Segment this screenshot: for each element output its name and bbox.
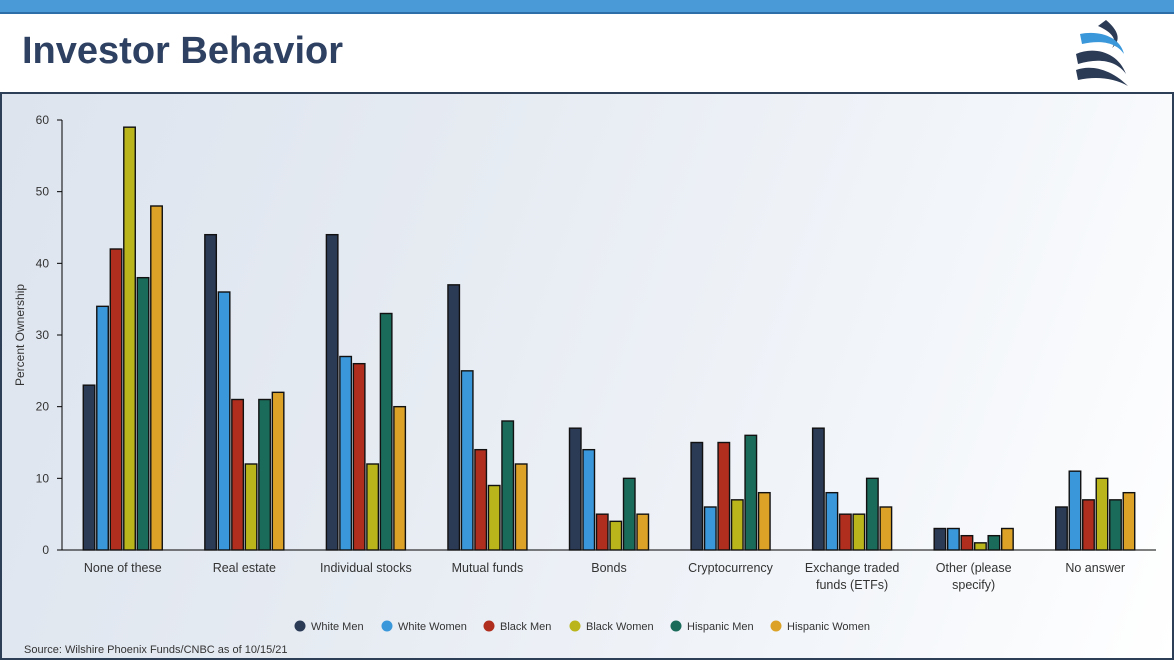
bar-black-women <box>973 542 987 551</box>
bar-black-men <box>352 362 366 551</box>
bar-black-women <box>244 463 258 551</box>
legend-label: Hispanic Women <box>787 621 870 633</box>
legend-swatch <box>670 620 682 632</box>
bar-black-women <box>730 499 744 551</box>
bar-black-men <box>231 398 245 551</box>
bar-hispanic-women <box>1000 527 1014 551</box>
legend-label: White Women <box>398 621 467 633</box>
y-axis-title: Percent Ownership <box>13 284 27 386</box>
source-note: Source: Wilshire Phoenix Funds/CNBC as o… <box>24 644 288 656</box>
legend-label: Hispanic Men <box>687 621 754 633</box>
legend-swatch <box>770 620 782 632</box>
top-accent-stripe <box>0 0 1174 14</box>
bar-black-men <box>474 448 488 551</box>
bar-black-women <box>609 520 623 551</box>
y-tick-label: 60 <box>36 113 50 127</box>
y-tick-label: 10 <box>36 471 50 485</box>
bar-hispanic-women <box>150 205 163 551</box>
bar-white-men <box>82 384 96 551</box>
x-tick-label: Mutual funds <box>452 561 524 575</box>
bar-black-men <box>1082 499 1095 551</box>
x-tick-label: No answer <box>1065 561 1125 575</box>
bar-hispanic-men <box>622 477 636 551</box>
bar-hispanic-men <box>987 534 1001 551</box>
bar-hispanic-men <box>865 477 879 551</box>
y-tick-label: 40 <box>36 256 50 270</box>
bar-white-men <box>933 527 947 551</box>
page-title: Investor Behavior <box>22 30 343 72</box>
company-logo <box>1076 20 1128 86</box>
bar-hispanic-men <box>136 276 150 551</box>
bar-black-women <box>366 463 380 551</box>
bar-black-women <box>1095 477 1109 551</box>
bar-hispanic-women <box>393 405 407 551</box>
bar-hispanic-women <box>1122 491 1136 551</box>
bar-hispanic-men <box>379 312 393 551</box>
legend-label: Black Women <box>586 621 654 633</box>
bar-hispanic-women <box>636 513 650 551</box>
x-tick-label: Real estate <box>213 561 276 575</box>
bar-black-men <box>109 248 123 551</box>
bar-black-men <box>595 513 609 551</box>
bar-hispanic-women <box>514 463 528 551</box>
x-tick-label: Cryptocurrency <box>688 561 773 575</box>
legend-swatch <box>483 620 495 632</box>
y-tick-label: 20 <box>36 400 50 414</box>
x-tick-label: Bonds <box>591 561 626 575</box>
bar-hispanic-women <box>879 506 893 551</box>
bar-black-women <box>123 126 136 551</box>
bar-black-men <box>717 441 731 551</box>
bar-white-men <box>204 233 218 551</box>
bar-hispanic-men <box>744 434 758 551</box>
bar-white-women <box>582 448 596 551</box>
bar-white-women <box>339 355 353 551</box>
x-tick-label: None of these <box>84 561 162 575</box>
y-tick-label: 50 <box>36 185 50 199</box>
x-tick-label: funds (ETFs) <box>816 578 888 592</box>
legend-swatch <box>381 620 393 632</box>
chart-panel: 0 10 20 30 40 50 60 Percent Ownership None of th… <box>0 94 1174 660</box>
x-tick-label: Exchange traded <box>805 561 900 575</box>
bar-white-women <box>946 527 960 551</box>
y-tick-label: 30 <box>36 328 50 342</box>
bar-white-women <box>825 491 839 551</box>
bar-white-women <box>460 370 474 551</box>
legend-swatch <box>294 620 306 632</box>
bar-white-men <box>325 233 339 551</box>
bar-hispanic-men <box>258 398 272 551</box>
bar-hispanic-men <box>501 420 515 551</box>
x-tick-label: Individual stocks <box>320 561 412 575</box>
legend-label: Black Men <box>500 621 551 633</box>
bar-white-women <box>96 305 109 551</box>
bar-white-men <box>1055 506 1068 551</box>
bar-black-men <box>838 513 852 551</box>
bar-black-men <box>960 534 974 551</box>
bar-hispanic-women <box>271 391 285 551</box>
bar-hispanic-women <box>757 491 771 551</box>
slide-header: Investor Behavior <box>0 14 1174 94</box>
x-tick-label: specify) <box>952 578 995 592</box>
bar-hispanic-men <box>1109 499 1122 551</box>
x-tick-label: Other (please <box>936 561 1012 575</box>
bar-white-women <box>1068 470 1082 551</box>
bar-white-women <box>703 506 717 551</box>
bar-black-women <box>487 484 501 551</box>
bar-white-women <box>217 291 231 551</box>
bar-white-men <box>811 427 825 551</box>
y-tick-label: 0 <box>42 543 49 557</box>
grouped-bar-chart: 0 10 20 30 40 50 60 Percent Ownership None of th… <box>13 113 1156 633</box>
legend-swatch <box>569 620 581 632</box>
bar-white-men <box>690 441 704 551</box>
bar-white-men <box>447 284 461 551</box>
legend-label: White Men <box>311 621 364 633</box>
bar-black-women <box>852 513 866 551</box>
bar-white-men <box>568 427 582 551</box>
